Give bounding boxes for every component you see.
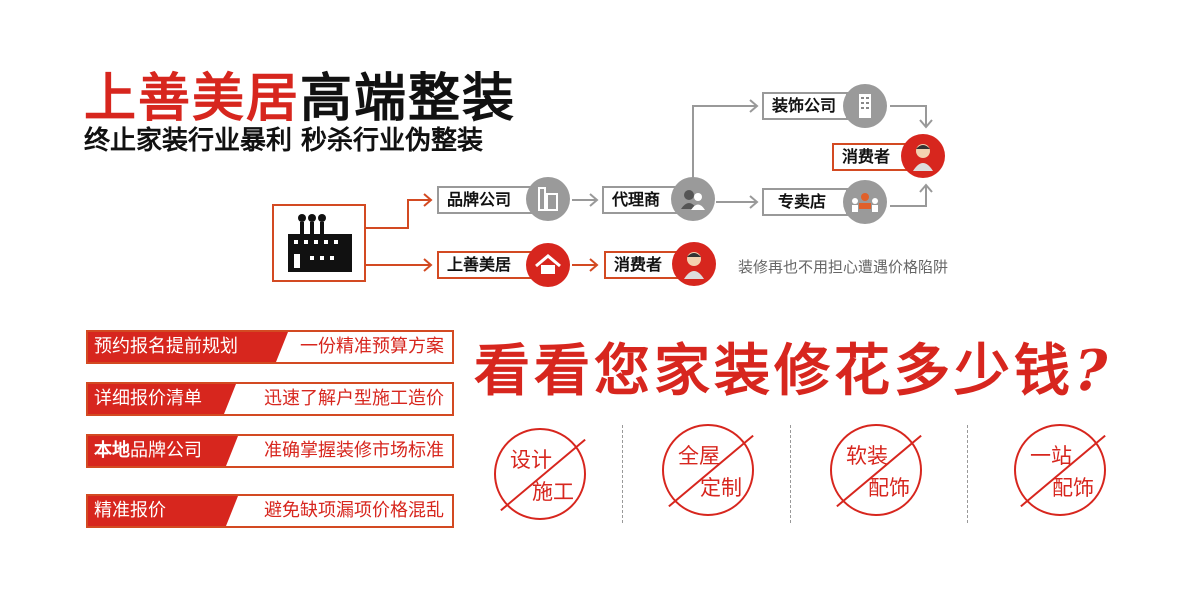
- agent-node: 代理商: [602, 186, 678, 214]
- stamp: 全屋 定制: [662, 424, 754, 516]
- divider: [622, 425, 623, 523]
- office-building-icon: [843, 84, 887, 128]
- consumer-avatar-icon: [672, 242, 716, 286]
- feature-row: 本地品牌公司 准确掌握装修市场标准: [86, 434, 454, 468]
- store-staff-icon: [843, 180, 887, 224]
- decoration-company-node: 装饰公司: [762, 92, 848, 120]
- question-mark: ?: [1066, 338, 1118, 404]
- price-trap-note: 装修再也不用担心遭遇价格陷阱: [738, 258, 949, 276]
- consumer-node: 消费者: [832, 143, 908, 171]
- factory-icon: [288, 214, 352, 272]
- consumer-avatar-icon: [901, 134, 945, 178]
- stamp: 一站 配饰: [1014, 424, 1106, 516]
- divider: [790, 425, 791, 523]
- divider: [967, 425, 968, 523]
- stamp: 软装 配饰: [830, 424, 922, 516]
- feature-row: 精准报价 避免缺项漏项价格混乱: [86, 494, 454, 528]
- factory-box: [272, 204, 366, 282]
- feature-row: 详细报价清单 迅速了解户型施工造价: [86, 382, 454, 416]
- feature-row: 预约报名提前规划 一份精准预算方案: [86, 330, 454, 364]
- buildings-icon: [526, 177, 570, 221]
- flow-connectors: [366, 99, 933, 272]
- store-node: 专卖店: [762, 188, 848, 216]
- people-icon: [671, 177, 715, 221]
- brand-company-node: 品牌公司: [437, 186, 533, 214]
- stamp: 设计 施工: [494, 428, 586, 520]
- shanshan-meiju-node: 上善美居: [437, 251, 533, 279]
- page-title: 上善美居高端整装: [84, 69, 517, 129]
- subtitle: 终止家装行业暴利 秒杀行业伪整装: [84, 126, 484, 156]
- slogan: 看看您家装修花多少钱?: [474, 338, 1118, 404]
- direct-consumer-node: 消费者: [604, 251, 680, 279]
- house-icon: [526, 243, 570, 287]
